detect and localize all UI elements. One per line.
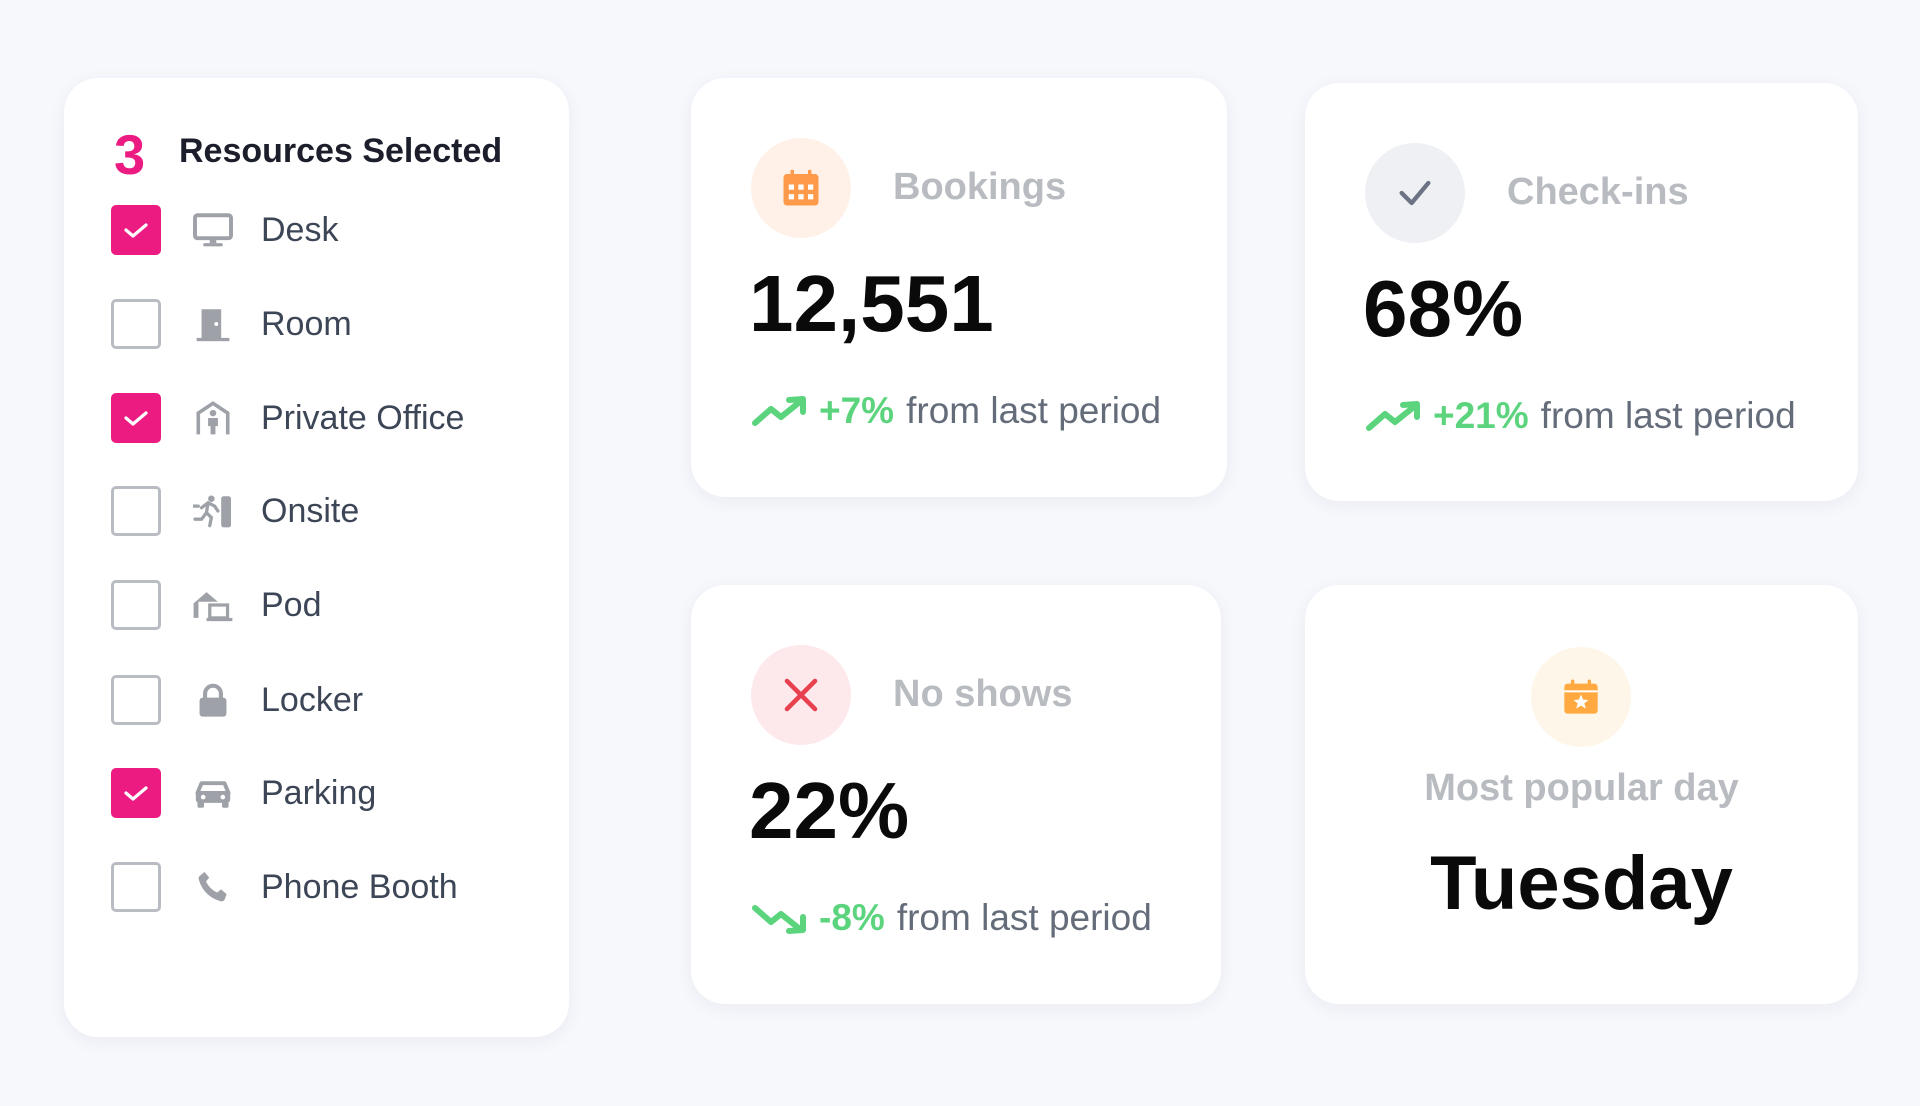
resource-item-private-office[interactable]: Private Office [111,388,541,448]
resource-item-onsite[interactable]: Onsite [111,481,541,541]
checkmark-icon [124,223,148,238]
resource-label: Onsite [261,491,360,530]
change: +21% [1433,395,1529,436]
resource-label: Desk [261,210,339,249]
change: +7% [819,390,895,431]
noshows-card: No shows 22% -8% from last period [691,585,1221,1004]
checkbox[interactable] [111,486,161,536]
resource-label: Room [261,304,352,343]
selected-count: 3 [114,123,146,186]
checkbox[interactable] [111,205,161,255]
checkbox[interactable] [111,393,161,443]
resource-item-desk[interactable]: Desk [111,200,541,260]
check-icon [1365,143,1465,243]
resource-label: Parking [261,773,377,812]
card-title: Most popular day [1424,767,1739,809]
home-laptop-icon [191,583,235,627]
change: -8% [819,897,885,938]
checkbox[interactable] [111,580,161,630]
noshows-value: 22% [749,766,910,855]
checkmark-icon [124,786,148,801]
checkins-value: 68% [1363,264,1524,353]
card-title: No shows [893,673,1073,715]
card-title: Check-ins [1507,171,1689,213]
resource-label: Phone Booth [261,867,458,906]
x-icon [751,645,851,745]
resource-item-phone-booth[interactable]: Phone Booth [111,857,541,917]
resource-item-parking[interactable]: Parking [111,763,541,823]
checkbox[interactable] [111,675,161,725]
resources-panel: 3 Resources Selected Desk Room Private Off… [64,78,569,1037]
resource-item-locker[interactable]: Locker [111,670,541,730]
lock-icon [191,678,235,722]
monitor-icon [191,208,235,252]
change-suffix: from last period [906,390,1162,431]
checkmark-icon [124,411,148,426]
trend: -8% from last period [751,897,1152,939]
trend-up-icon [1366,401,1420,431]
resource-item-pod[interactable]: Pod [111,575,541,635]
checkbox[interactable] [111,768,161,818]
popular-day-card: Most popular day Tuesday [1305,585,1858,1004]
checkbox[interactable] [111,299,161,349]
trend-down-icon [752,905,806,934]
card-title: Bookings [893,166,1067,208]
trend: +21% from last period [1365,395,1796,437]
bookings-card: Bookings 12,551 +7% from last period [691,78,1227,497]
calendar-star-icon [1531,647,1631,747]
trend-up-icon [752,396,806,426]
panel-title: Resources Selected [179,132,503,170]
person-entering-icon [191,489,235,533]
bookings-value: 12,551 [749,259,994,348]
popular-day-value: Tuesday [1430,841,1733,926]
checkins-card: Check-ins 68% +21% from last period [1305,83,1858,501]
change-suffix: from last period [1540,395,1796,436]
checkbox[interactable] [111,862,161,912]
trend: +7% from last period [751,390,1161,432]
resource-label: Private Office [261,398,465,437]
phone-icon [191,865,235,909]
door-icon [191,302,235,346]
resource-item-room[interactable]: Room [111,294,541,354]
calendar-icon [751,138,851,238]
change-suffix: from last period [896,897,1152,938]
resource-label: Pod [261,585,322,624]
resource-label: Locker [261,680,364,719]
office-person-icon [191,396,235,440]
car-icon [191,771,235,815]
